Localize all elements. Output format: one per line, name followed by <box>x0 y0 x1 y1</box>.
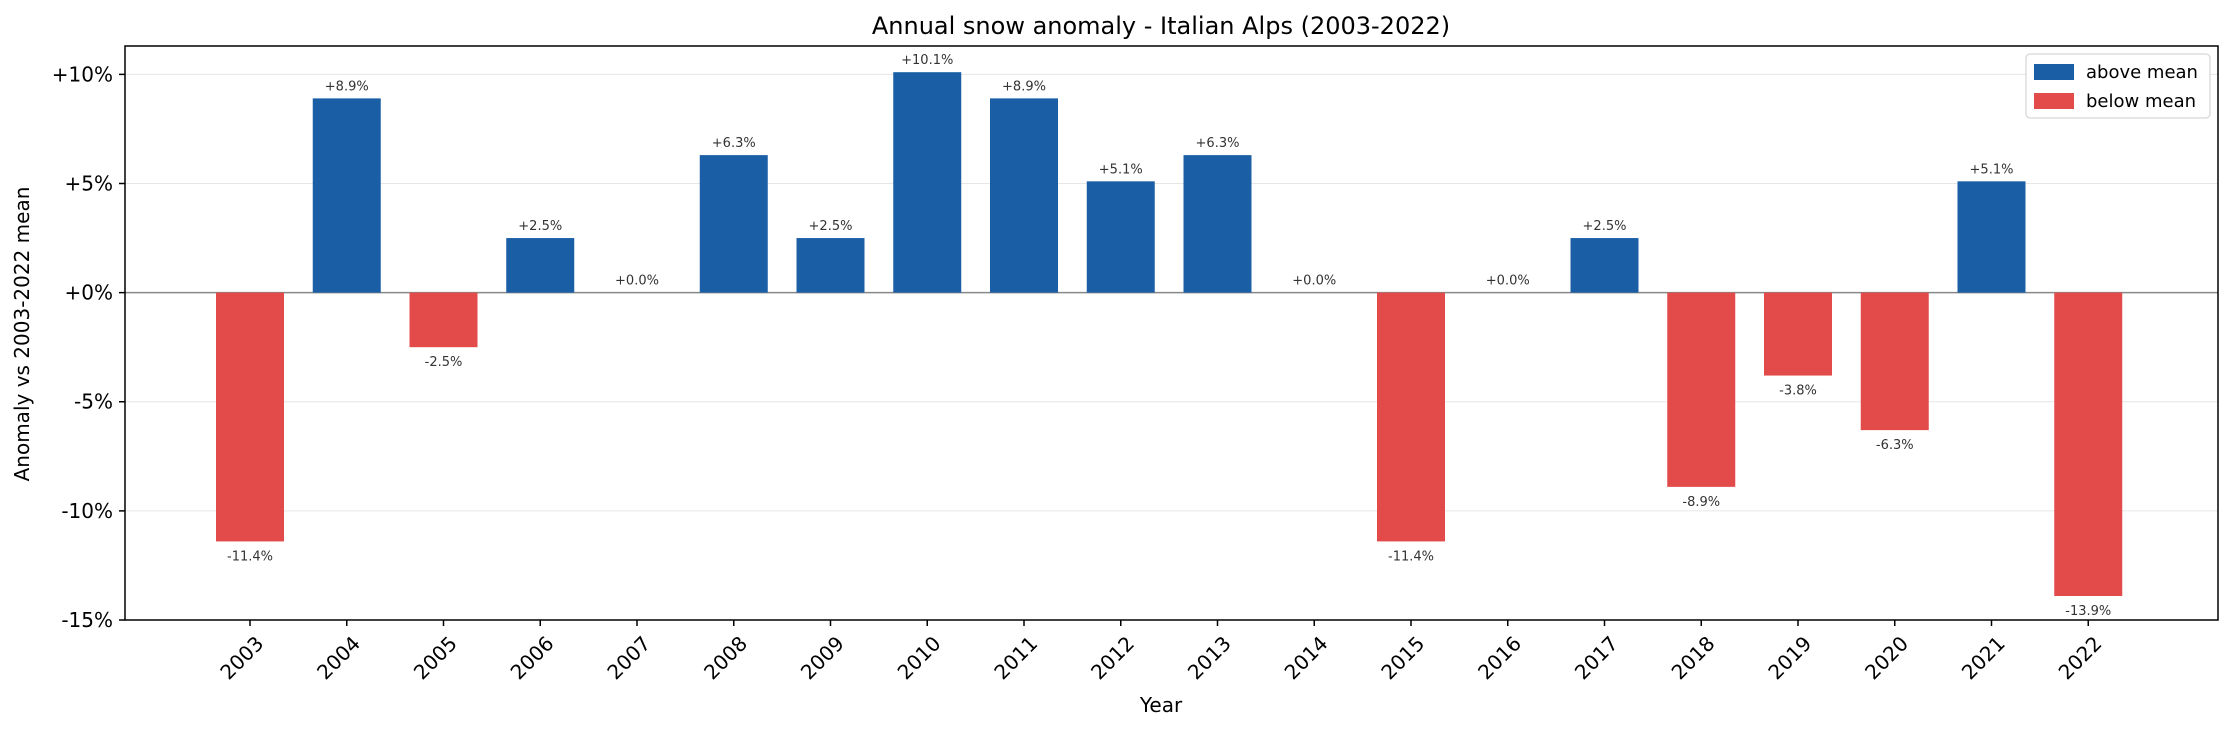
bar <box>990 98 1058 293</box>
data-label: -8.9% <box>1682 495 1720 510</box>
data-label: +8.9% <box>325 79 369 94</box>
data-label: -6.3% <box>1876 438 1914 453</box>
x-tick-label: 2007 <box>602 631 655 684</box>
data-label: +5.1% <box>1970 162 2014 177</box>
bar <box>796 238 865 293</box>
data-label: -2.5% <box>425 355 463 370</box>
x-tick-label: 2020 <box>1860 631 1913 684</box>
data-label: +2.5% <box>1583 219 1627 234</box>
x-tick-label: 2005 <box>409 631 462 684</box>
data-label: +6.3% <box>1196 136 1240 151</box>
y-tick-label: +10% <box>52 62 113 86</box>
bar <box>893 72 962 293</box>
data-label: -11.4% <box>227 549 273 564</box>
x-tick-label: 2008 <box>699 631 752 684</box>
legend-swatch <box>2034 64 2074 80</box>
bar <box>699 155 768 293</box>
bar <box>1957 181 2026 293</box>
bar <box>312 98 381 293</box>
x-tick-label: 2017 <box>1570 631 1623 684</box>
bar <box>1183 155 1252 293</box>
data-label: +5.1% <box>1099 162 1143 177</box>
y-axis-title: Anomaly vs 2003-2022 mean <box>10 187 34 482</box>
bars <box>216 72 2123 596</box>
x-tick-label: 2003 <box>215 631 268 684</box>
legend-swatch <box>2034 93 2074 109</box>
data-label: +0.0% <box>1292 274 1336 289</box>
x-tick-label: 2009 <box>796 631 849 684</box>
data-label: +0.0% <box>1486 274 1530 289</box>
y-tick-label: -15% <box>61 608 113 632</box>
y-tick-label: +5% <box>65 171 114 195</box>
legend-label: below mean <box>2086 91 2196 112</box>
x-axis-title: Year <box>1139 693 1183 717</box>
data-label: +0.0% <box>615 274 659 289</box>
x-tick-label: 2014 <box>1280 631 1333 684</box>
x-tick-label: 2018 <box>1667 631 1720 684</box>
x-tick-label: 2022 <box>2054 631 2107 684</box>
x-tick-label: 2011 <box>989 631 1042 684</box>
data-label: -11.4% <box>1388 549 1434 564</box>
bar <box>216 292 284 542</box>
data-labels: -11.4% +8.9% -2.5% +2.5% +0.0% +6.3% +2.5% +10.… <box>227 53 2111 619</box>
y-tick-label: -10% <box>61 499 113 523</box>
bar <box>1667 292 1736 487</box>
bar <box>409 292 478 348</box>
plot-frame <box>124 45 2219 621</box>
legend: above mean below mean <box>2025 53 2211 119</box>
x-tick-label: 2006 <box>506 631 559 684</box>
data-label: +6.3% <box>712 136 756 151</box>
x-tick-label: 2010 <box>893 631 946 684</box>
y-tick-label: +0% <box>65 281 114 305</box>
data-label: +2.5% <box>518 219 562 234</box>
bar <box>1764 292 1832 376</box>
y-tick-label: -5% <box>74 390 113 414</box>
x-axis: 2003 2004 2005 2006 2007 2008 2009 2010 2011 2012… <box>215 620 2107 684</box>
x-tick-label: 2016 <box>1473 631 1526 684</box>
data-label: -3.8% <box>1779 384 1817 399</box>
bar <box>1377 292 1445 542</box>
bar <box>506 238 575 293</box>
x-tick-label: 2015 <box>1376 631 1429 684</box>
data-label: +8.9% <box>1002 79 1046 94</box>
x-tick-label: 2004 <box>312 631 365 684</box>
bar <box>1570 238 1639 293</box>
data-label: +2.5% <box>809 219 853 234</box>
x-tick-label: 2019 <box>1763 631 1816 684</box>
legend-label: above mean <box>2086 62 2198 83</box>
bar <box>1086 181 1155 293</box>
data-label: -13.9% <box>2065 604 2111 619</box>
bar <box>1860 292 1929 431</box>
bar <box>2054 292 2123 596</box>
x-tick-label: 2013 <box>1183 631 1236 684</box>
data-label: +10.1% <box>901 53 953 68</box>
x-tick-label: 2021 <box>1957 631 2010 684</box>
y-axis: +10% +5% +0% -5% -10% -15% <box>52 62 125 632</box>
chart-title: Annual snow anomaly - Italian Alps (2003… <box>872 12 1450 40</box>
x-tick-label: 2012 <box>1086 631 1139 684</box>
